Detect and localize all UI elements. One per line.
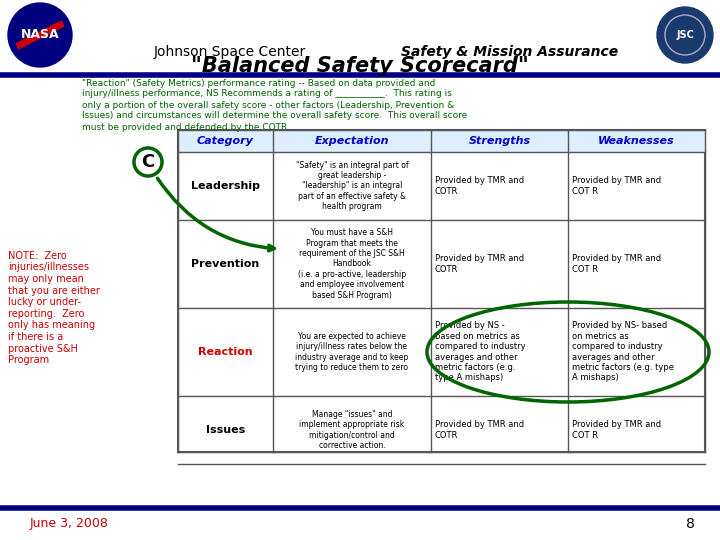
Text: Leadership: Leadership xyxy=(191,181,260,191)
Text: Provided by TMR and
COT R: Provided by TMR and COT R xyxy=(572,420,661,440)
Text: Provided by TMR and
COTR: Provided by TMR and COTR xyxy=(435,420,524,440)
Text: Provided by TMR and
COTR: Provided by TMR and COTR xyxy=(435,254,524,274)
Text: Reaction: Reaction xyxy=(198,347,253,357)
Text: Provided by TMR and
COTR: Provided by TMR and COTR xyxy=(435,176,524,195)
Text: Johnson Space Center: Johnson Space Center xyxy=(154,45,306,59)
Text: "Balanced Safety Scorecard": "Balanced Safety Scorecard" xyxy=(191,56,529,76)
Text: Issues: Issues xyxy=(206,425,245,435)
Text: "Reaction" (Safety Metrics) performance rating -- Based on data provided and: "Reaction" (Safety Metrics) performance … xyxy=(82,78,436,87)
Text: JSC: JSC xyxy=(676,30,694,40)
Bar xyxy=(178,130,705,152)
Circle shape xyxy=(657,7,713,63)
Bar xyxy=(178,130,705,452)
Text: Provided by TMR and
COT R: Provided by TMR and COT R xyxy=(572,176,661,195)
Text: injury/illness performance, NS Recommends a rating of ___________.  This rating : injury/illness performance, NS Recommend… xyxy=(82,90,452,98)
Text: C: C xyxy=(141,153,155,171)
Text: You are expected to achieve
injury/illness rates below the
industry average and : You are expected to achieve injury/illne… xyxy=(295,332,408,372)
Text: only a portion of the overall safety score - other factors (Leadership, Preventi: only a portion of the overall safety sco… xyxy=(82,100,454,110)
Text: 8: 8 xyxy=(686,517,695,531)
Text: Category: Category xyxy=(197,136,254,146)
Text: You must have a S&H
Program that meets the
requirement of the JSC S&H
Handbook
(: You must have a S&H Program that meets t… xyxy=(298,228,406,300)
Circle shape xyxy=(8,3,72,67)
Text: Issues) and circumstances will determine the overall safety score.  This overall: Issues) and circumstances will determine… xyxy=(82,111,467,120)
Text: Weaknesses: Weaknesses xyxy=(598,136,675,146)
Text: June 3, 2008: June 3, 2008 xyxy=(30,517,109,530)
Text: Strengths: Strengths xyxy=(469,136,531,146)
Text: Provided by NS -
based on metrics as
compared to industry
averages and other
met: Provided by NS - based on metrics as com… xyxy=(435,321,526,382)
Text: NASA: NASA xyxy=(21,29,59,42)
Text: Manage "issues" and
implement appropriate risk
mitigation/control and
corrective: Manage "issues" and implement appropriat… xyxy=(300,410,405,450)
Text: Expectation: Expectation xyxy=(315,136,390,146)
Text: Provided by TMR and
COT R: Provided by TMR and COT R xyxy=(572,254,661,274)
Text: "Safety" is an integral part of
great leadership -
"leadership" is an integral
p: "Safety" is an integral part of great le… xyxy=(296,161,408,211)
Text: Provided by NS- based
on metrics as
compared to industry
averages and other
metr: Provided by NS- based on metrics as comp… xyxy=(572,321,674,382)
Text: Prevention: Prevention xyxy=(192,259,259,269)
Text: NOTE:  Zero
injuries/illnesses
may only mean
that you are either
lucky or under-: NOTE: Zero injuries/illnesses may only m… xyxy=(8,251,100,365)
Text: must be provided and defended by the COTR.: must be provided and defended by the COT… xyxy=(82,123,289,132)
Text: Safety & Mission Assurance: Safety & Mission Assurance xyxy=(402,45,618,59)
